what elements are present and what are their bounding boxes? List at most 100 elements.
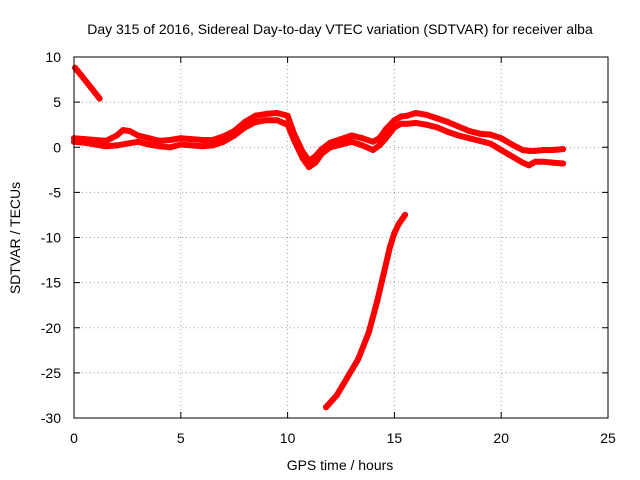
y-tick-label: -10 xyxy=(41,230,61,246)
y-tick-label: 10 xyxy=(45,49,61,65)
data-point xyxy=(359,142,366,149)
data-point xyxy=(338,141,344,148)
data-point xyxy=(423,111,430,118)
data-point xyxy=(344,374,351,381)
data-point xyxy=(466,128,473,134)
data-point xyxy=(404,112,411,119)
data-point xyxy=(241,124,248,131)
data-point xyxy=(434,124,441,131)
y-tick-label: -15 xyxy=(41,275,61,291)
data-point xyxy=(404,120,411,127)
data-point xyxy=(156,143,163,150)
data-point xyxy=(135,138,142,145)
data-point xyxy=(177,135,184,142)
series-layer xyxy=(71,64,567,411)
data-point xyxy=(263,110,270,117)
data-point xyxy=(370,147,376,153)
data-point xyxy=(532,158,539,165)
data-point xyxy=(209,142,216,149)
x-tick-label: 0 xyxy=(70,430,78,446)
data-point xyxy=(434,115,441,122)
series-line-band-lower xyxy=(71,117,567,171)
data-point xyxy=(120,127,127,134)
data-point xyxy=(487,131,494,138)
data-point xyxy=(498,135,505,142)
data-point xyxy=(284,112,291,119)
data-point xyxy=(209,137,216,143)
data-point xyxy=(167,137,174,143)
data-point xyxy=(81,139,88,146)
y-axis-label: SDTVAR / TECUs xyxy=(7,182,23,294)
data-point xyxy=(508,141,515,148)
data-point xyxy=(348,132,355,139)
data-point xyxy=(348,138,355,145)
data-point xyxy=(560,146,567,153)
data-point xyxy=(88,84,95,91)
data-point xyxy=(252,119,259,125)
axis-ticks: 0 5 10 15 20 25 -30 -25 -20 -15 -10 -5 0 5 10 xyxy=(41,49,616,446)
data-point xyxy=(220,138,227,145)
data-point xyxy=(549,147,556,153)
y-tick-label: -5 xyxy=(49,184,62,200)
data-point xyxy=(476,137,483,144)
data-point xyxy=(412,119,419,126)
data-point xyxy=(466,135,473,142)
x-tick-label: 5 xyxy=(177,430,185,446)
data-point xyxy=(327,144,334,151)
data-point xyxy=(532,147,539,154)
data-point xyxy=(338,136,344,143)
data-point xyxy=(444,128,451,135)
data-point xyxy=(444,119,451,125)
data-point xyxy=(359,135,366,142)
data-point xyxy=(487,140,494,147)
data-point xyxy=(370,138,376,145)
data-point xyxy=(145,135,152,142)
data-point xyxy=(397,113,404,120)
data-point xyxy=(382,135,389,142)
y-tick-label: -30 xyxy=(41,410,61,426)
data-point xyxy=(92,141,99,148)
data-point xyxy=(291,137,297,143)
y-tick-label: 5 xyxy=(53,94,61,110)
data-point xyxy=(391,230,398,236)
data-point xyxy=(273,117,280,124)
data-point xyxy=(376,142,383,149)
data-point xyxy=(177,141,184,148)
data-point xyxy=(540,158,547,165)
data-point xyxy=(387,243,394,250)
data-point xyxy=(299,155,306,162)
data-point xyxy=(526,147,532,154)
data-point xyxy=(167,144,174,151)
data-point xyxy=(323,404,329,411)
data-point xyxy=(526,162,532,169)
x-tick-label: 20 xyxy=(493,430,509,446)
data-point xyxy=(273,110,280,116)
data-point xyxy=(124,140,131,147)
data-point xyxy=(508,153,515,160)
y-tick-label: -25 xyxy=(41,365,61,381)
data-point xyxy=(402,211,409,218)
data-point xyxy=(374,297,381,304)
data-point xyxy=(365,329,372,336)
y-tick-label: -20 xyxy=(41,320,61,336)
data-point xyxy=(199,143,206,150)
data-point xyxy=(188,142,195,149)
data-point xyxy=(382,126,389,133)
data-point xyxy=(312,159,319,166)
series-line-early-segment xyxy=(72,64,103,102)
data-point xyxy=(145,141,152,148)
data-point xyxy=(423,121,430,128)
data-point xyxy=(391,124,398,131)
data-point xyxy=(498,147,505,153)
data-point xyxy=(560,160,567,167)
data-point xyxy=(231,132,238,139)
data-point xyxy=(135,132,142,139)
data-point xyxy=(284,121,291,128)
data-point xyxy=(455,132,462,139)
data-point xyxy=(519,159,526,166)
x-tick-label: 15 xyxy=(387,430,403,446)
x-tick-label: 25 xyxy=(600,430,616,446)
data-point xyxy=(395,221,402,227)
